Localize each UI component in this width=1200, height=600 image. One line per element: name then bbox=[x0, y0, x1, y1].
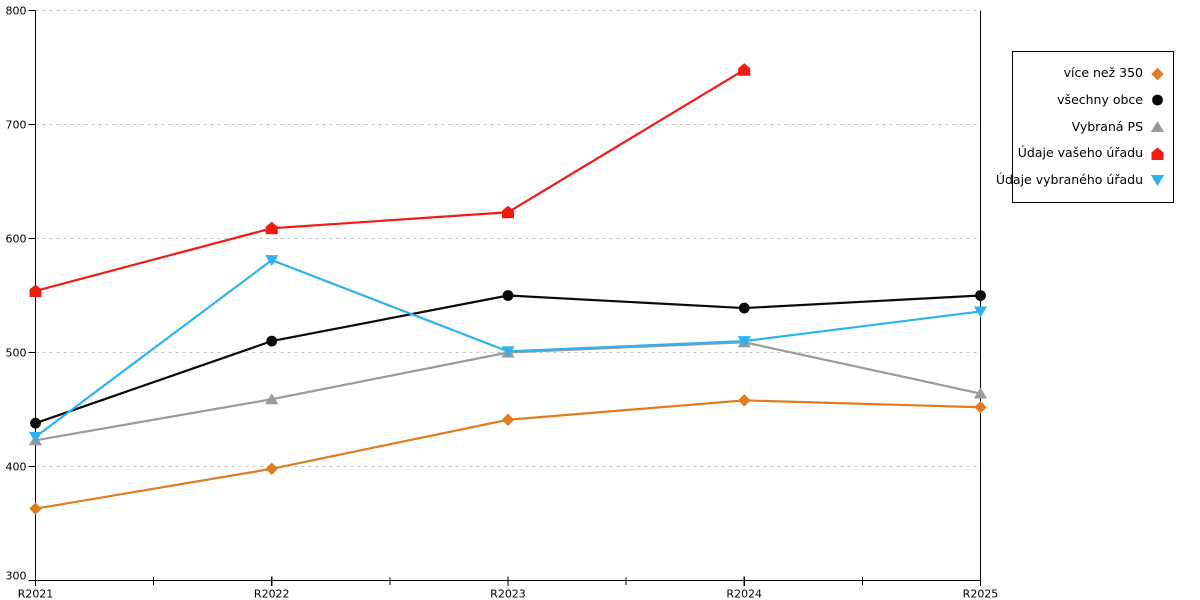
y-tick-label: 500 bbox=[6, 347, 27, 360]
y-tick-label: 700 bbox=[6, 119, 27, 132]
triangle-down-marker bbox=[28, 431, 43, 443]
triangle-down-marker bbox=[265, 255, 279, 267]
diamond-marker bbox=[501, 413, 515, 426]
series-line-3 bbox=[35, 68, 745, 293]
triangle-down-marker bbox=[737, 336, 751, 348]
y-tick-label: 800 bbox=[6, 5, 27, 18]
triangle-down-marker bbox=[1150, 175, 1165, 187]
legend-item-4: Údaje vybraného úřadu bbox=[996, 173, 1165, 187]
pentagon-marker bbox=[265, 221, 278, 235]
circle-marker bbox=[266, 335, 278, 347]
triangle-up-marker bbox=[1150, 120, 1165, 132]
y-tick-label: 300 bbox=[6, 570, 27, 583]
triangle-up-marker bbox=[973, 387, 988, 399]
diamond-marker bbox=[29, 502, 42, 515]
pentagon-marker bbox=[1151, 147, 1164, 160]
legend-label: všechny obce bbox=[1057, 92, 1143, 108]
legend-marker-circle bbox=[1152, 94, 1163, 106]
legend-marker-diamond bbox=[1151, 67, 1164, 80]
x-tick-label: R2025 bbox=[963, 588, 999, 600]
triangle-up-marker bbox=[265, 393, 279, 405]
circle-marker bbox=[502, 290, 514, 301]
legend-label: Údaje vašeho úřadu bbox=[1017, 145, 1143, 161]
legend-item-1: všechny obce bbox=[1017, 93, 1165, 107]
x-tick-label: R2024 bbox=[726, 588, 762, 600]
legend-label: Údaje vybraného úřadu bbox=[995, 172, 1143, 188]
legend-item-2: Vybraná PS bbox=[1017, 120, 1165, 134]
legend-item-3: Údaje vašeho úřadu bbox=[1017, 147, 1165, 161]
legend-label: Vybraná PS bbox=[1071, 118, 1143, 134]
legend-label: více než 350 bbox=[1063, 65, 1143, 81]
diamond-marker bbox=[265, 462, 278, 475]
diamond-marker bbox=[1151, 67, 1164, 80]
diamond-marker bbox=[974, 401, 987, 414]
circle-marker bbox=[738, 302, 750, 314]
x-tick-label: R2021 bbox=[18, 588, 54, 600]
legend-box: více než 350 všechny obce Vybraná PS Údaje … bbox=[996, 51, 1174, 203]
triangle-down-marker bbox=[501, 346, 515, 358]
diamond-marker bbox=[738, 394, 751, 407]
pentagon-marker bbox=[738, 63, 751, 76]
circle-marker bbox=[1152, 94, 1163, 106]
y-tick-label: 600 bbox=[6, 233, 27, 246]
circle-marker bbox=[30, 417, 41, 429]
pentagon-marker bbox=[29, 284, 42, 297]
legend-marker-pentagon bbox=[1151, 147, 1164, 160]
legend-marker-triangle-down bbox=[1150, 175, 1165, 187]
circle-marker bbox=[975, 290, 986, 301]
legend-marker-triangle-up bbox=[1150, 120, 1165, 132]
x-tick-label: R2022 bbox=[254, 588, 290, 600]
x-tick-label: R2023 bbox=[490, 588, 526, 600]
y-tick-label: 400 bbox=[6, 461, 27, 474]
triangle-down-marker bbox=[973, 306, 988, 318]
legend-item-0: více než 350 bbox=[1017, 67, 1165, 81]
pentagon-marker bbox=[502, 205, 514, 219]
